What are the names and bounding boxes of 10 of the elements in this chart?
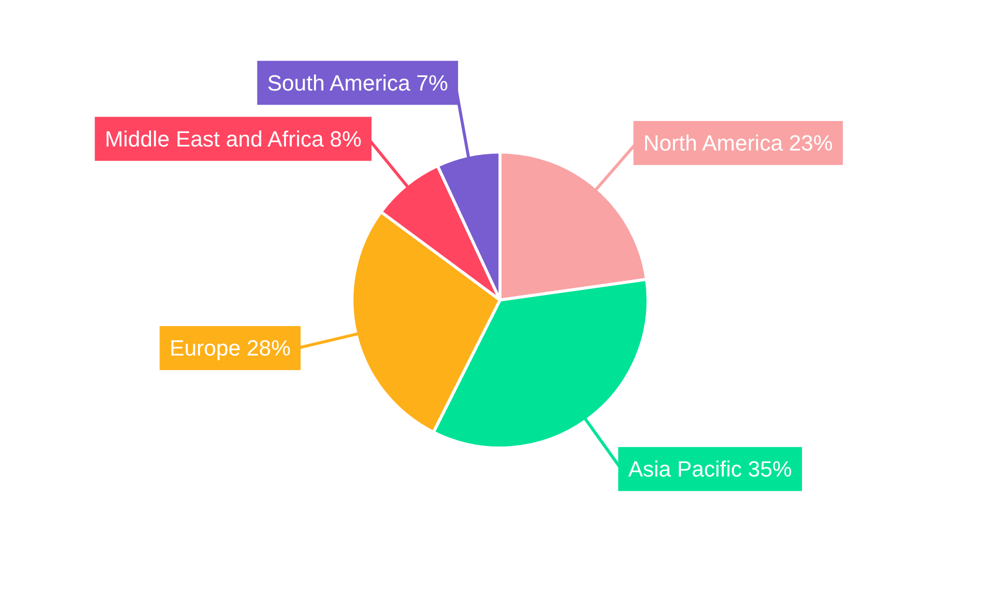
data-label: 35% <box>748 456 792 482</box>
slice-label: North America <box>643 130 784 156</box>
slice-label: South America <box>267 70 412 96</box>
data-label: 7% <box>416 70 448 96</box>
data-label: 23% <box>788 130 833 156</box>
slice-label: Middle East and Africa <box>104 126 324 152</box>
slice-label: Europe <box>170 336 241 361</box>
data-label: 28% <box>246 336 291 361</box>
slice-label: Asia Pacific <box>628 456 742 482</box>
data-label: 8% <box>330 126 362 152</box>
